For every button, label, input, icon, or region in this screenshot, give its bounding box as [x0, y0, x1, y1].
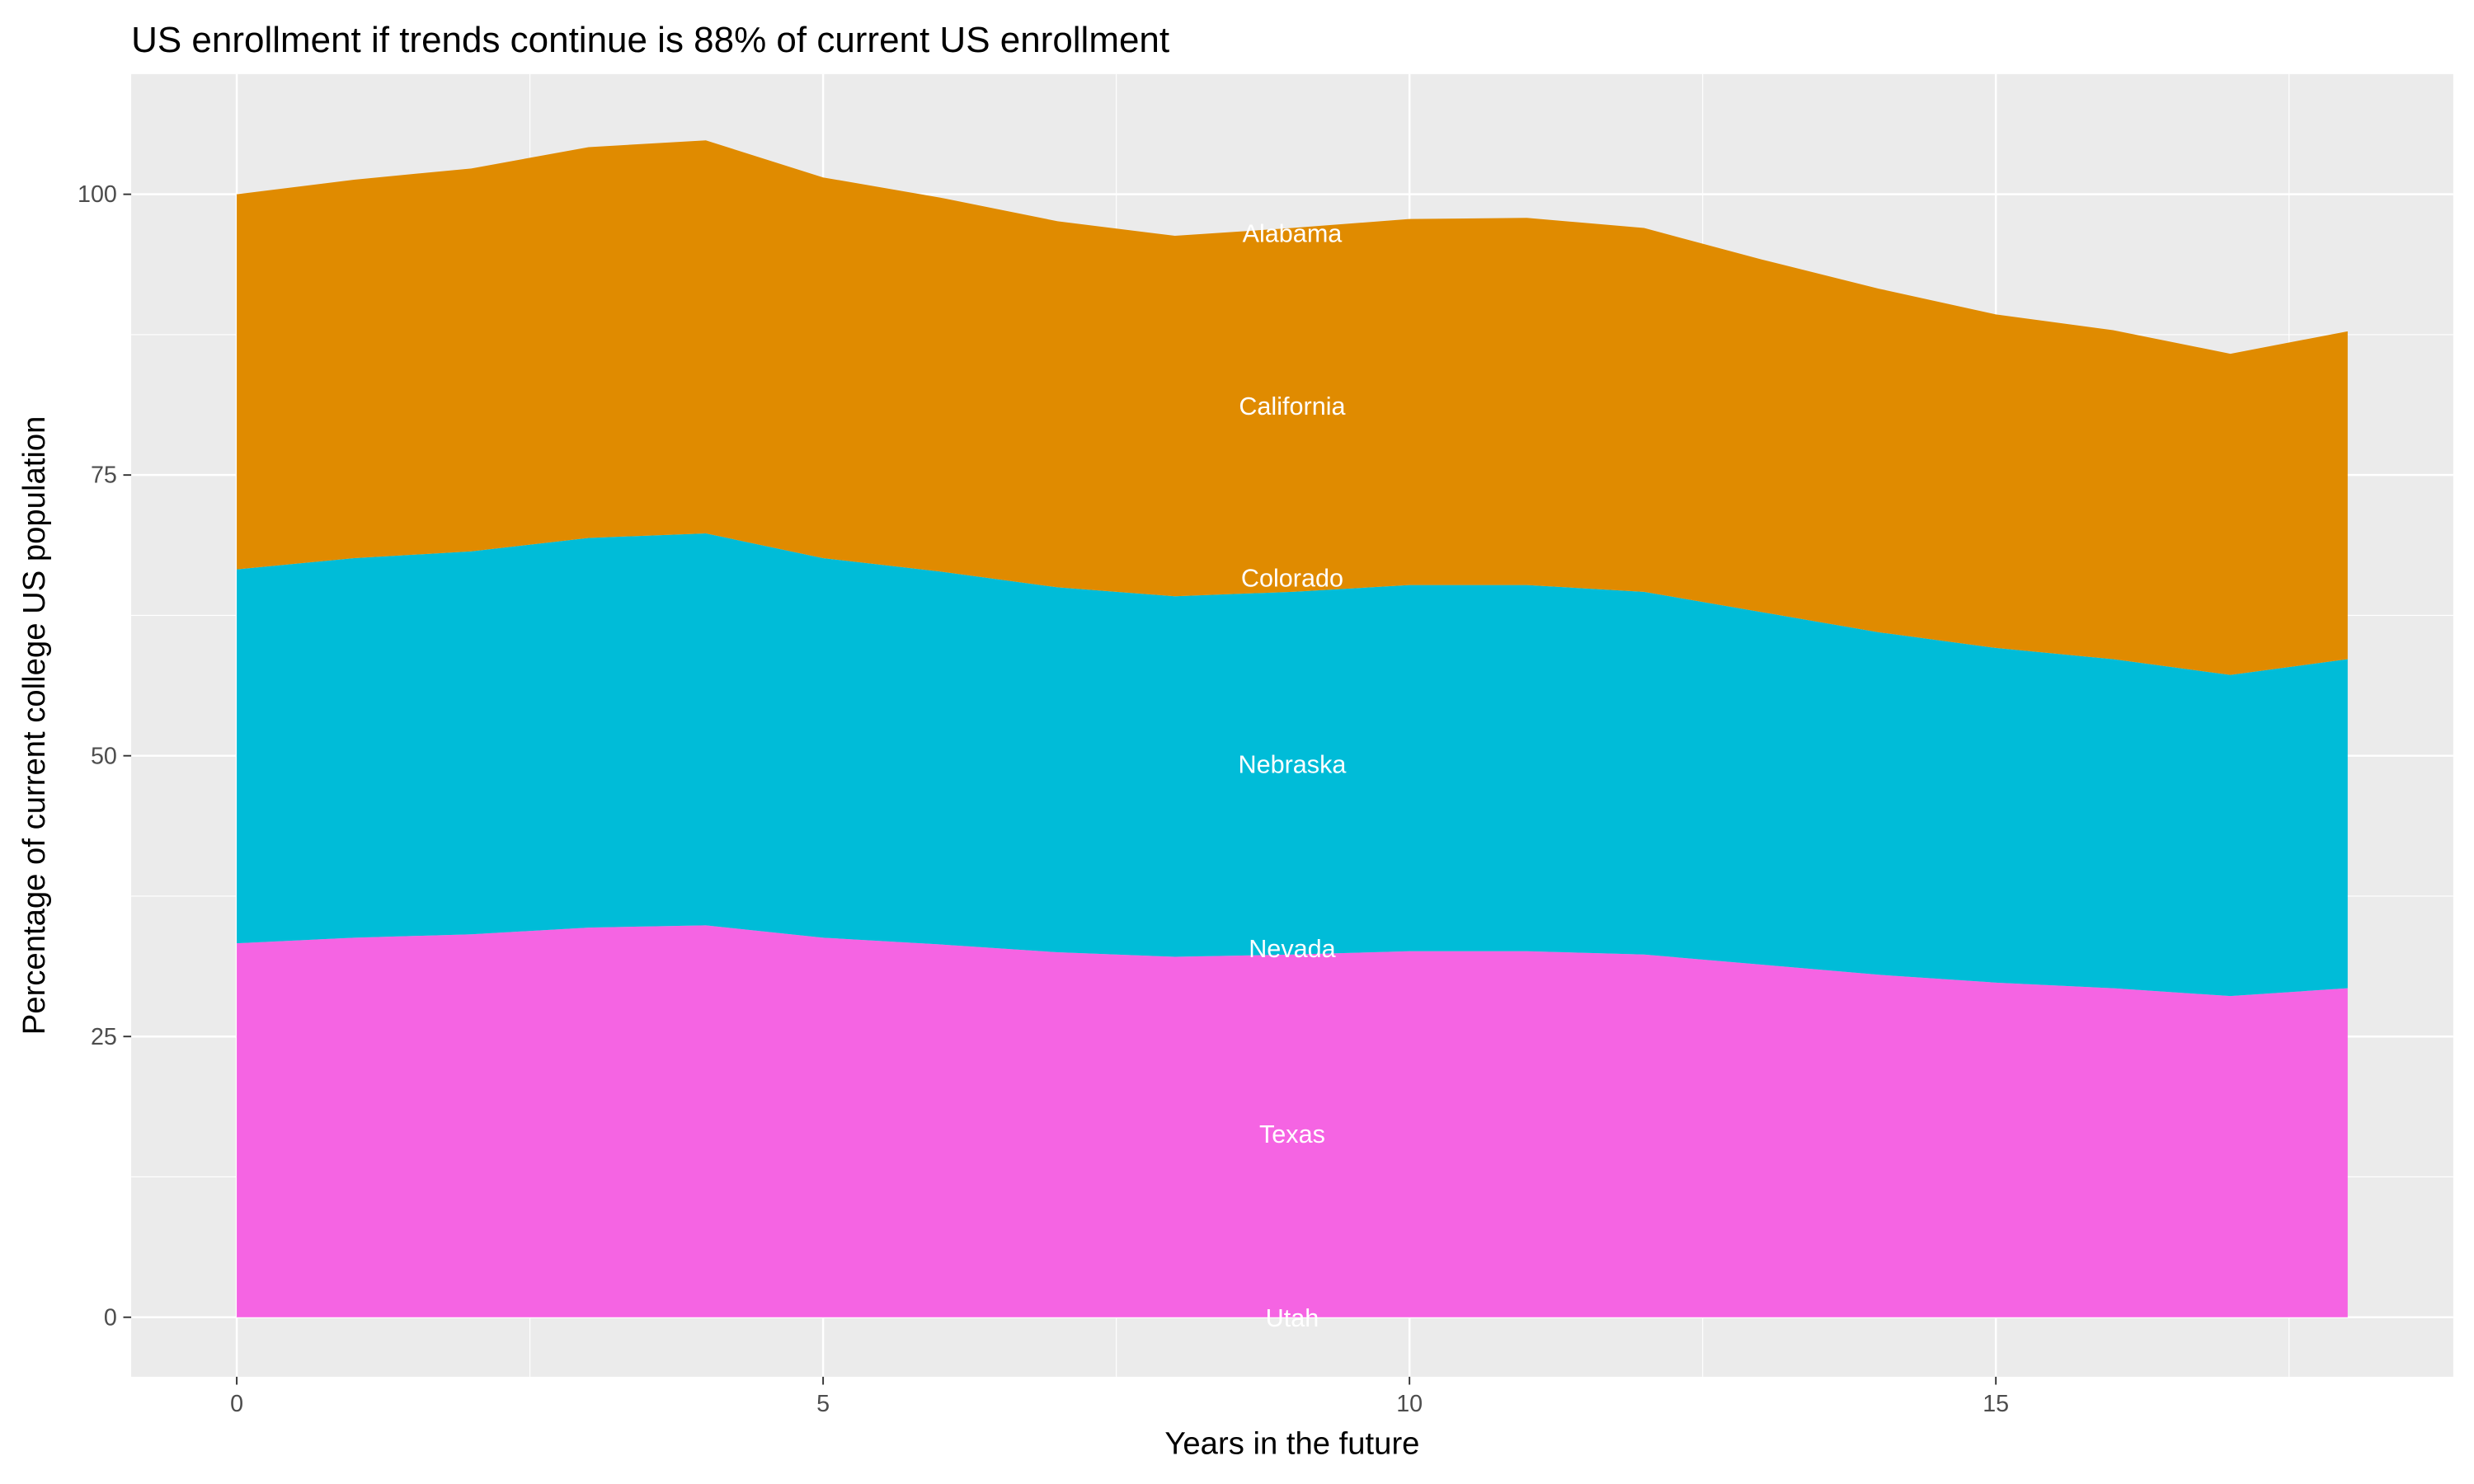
x-tick-label: 5 [816, 1391, 830, 1417]
y-tick-label: 0 [104, 1304, 117, 1331]
annotation-label: California [1239, 392, 1346, 420]
area-layer-2 [237, 533, 2348, 997]
y-axis-ticks: 0 25 50 75 100 [78, 181, 132, 1331]
areas [237, 140, 2348, 1317]
annotation-label: Texas [1259, 1120, 1325, 1148]
x-tick-label: 10 [1396, 1391, 1423, 1417]
x-tick-label: 0 [230, 1391, 243, 1417]
area-layer-1 [237, 925, 2348, 1317]
area-layer-3 [237, 140, 2348, 675]
y-tick-label: 75 [91, 463, 117, 489]
y-tick-label: 50 [91, 743, 117, 769]
y-tick-label: 100 [78, 181, 117, 208]
annotation-label: Alabama [1243, 219, 1343, 247]
annotation-label: Colorado [1241, 565, 1343, 593]
annotation-label: Nebraska [1238, 751, 1347, 779]
y-axis-label: Percentage of current college US populat… [16, 416, 52, 1036]
annotation-label: Utah [1266, 1304, 1319, 1332]
chart-title: US enrollment if trends continue is 88% … [131, 20, 1169, 60]
x-axis-ticks: 0 5 10 15 [230, 1376, 2009, 1417]
x-axis-label: Years in the future [1164, 1426, 1419, 1462]
y-tick-label: 25 [91, 1024, 117, 1050]
x-tick-label: 15 [1982, 1391, 2009, 1417]
annotation-label: Nevada [1249, 935, 1336, 963]
annotations: Alabama California Colorado Nebraska Nevada T… [1238, 219, 1347, 1332]
